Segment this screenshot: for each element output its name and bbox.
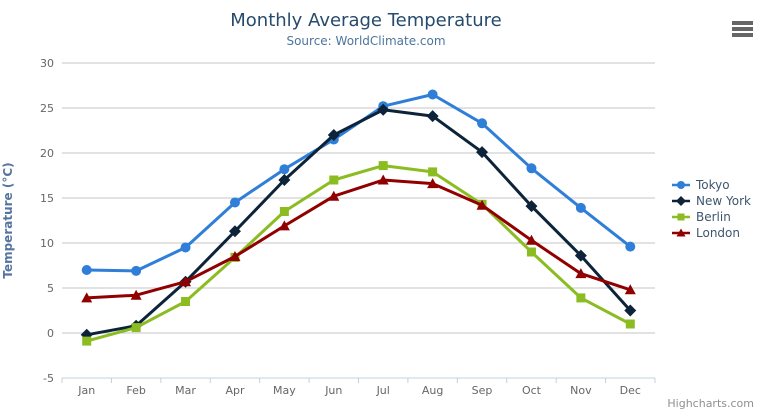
data-point-tokyo[interactable] [575,202,586,213]
data-point-berlin[interactable] [329,175,339,185]
x-axis-label: Dec [620,384,641,397]
data-point-tokyo[interactable] [477,118,488,129]
triangle-marker-icon [672,228,690,237]
data-point-tokyo[interactable] [81,265,92,275]
data-point-london[interactable] [525,234,537,245]
data-point-london[interactable] [427,178,439,189]
legend-label: London [696,226,740,240]
data-point-berlin[interactable] [576,293,586,303]
hamburger-icon [732,33,753,37]
export-menu-button[interactable] [732,21,753,37]
legend-label: Berlin [696,210,731,224]
legend-symbol-marker [676,196,686,206]
x-axis-label: Oct [522,384,542,397]
data-point-berlin[interactable] [625,319,635,329]
x-axis-label: Feb [126,384,145,397]
data-point-tokyo[interactable] [279,164,290,175]
y-axis-label: 0 [47,327,54,340]
data-point-new-york[interactable] [476,146,489,159]
legend-symbol-marker [677,181,685,189]
legend-item-new-york[interactable]: New York [671,193,751,209]
data-point-berlin[interactable] [181,297,191,306]
hamburger-icon [732,21,753,25]
data-point-berlin[interactable] [82,336,92,346]
data-point-london[interactable] [575,268,587,279]
data-point-new-york[interactable] [327,129,340,141]
legend-item-berlin[interactable]: Berlin [671,209,751,225]
y-axis-title: Temperature (°C) [1,162,15,278]
legend-item-london[interactable]: London [671,225,751,241]
y-axis-label: 25 [40,102,54,115]
data-point-berlin[interactable] [526,247,536,257]
data-point-london[interactable] [377,174,389,185]
data-point-new-york[interactable] [377,103,390,116]
legend-label: Tokyo [696,178,730,192]
data-point-tokyo[interactable] [625,241,636,252]
legend-symbol-marker [677,213,685,221]
legend-symbol-marker [676,228,686,237]
data-point-london[interactable] [624,284,636,295]
x-axis-label: Jan [77,384,95,397]
data-point-tokyo[interactable] [526,163,537,174]
x-axis-label: Aug [422,384,443,397]
chart-subtitle: Source: WorldClimate.com [286,34,446,48]
data-point-berlin[interactable] [131,323,141,333]
data-point-london[interactable] [229,251,241,261]
circle-marker-icon [672,181,690,189]
highcharts-credit-link[interactable]: Highcharts.com [667,397,754,410]
y-axis-label: 30 [40,57,54,70]
x-axis-label: Mar [175,384,196,397]
data-point-london[interactable] [328,190,340,201]
data-point-london[interactable] [81,292,93,303]
chart-title: Monthly Average Temperature [230,10,502,31]
x-axis-label: Sep [472,384,493,397]
legend-item-tokyo[interactable]: Tokyo [671,177,751,193]
x-axis-label: Jul [376,384,390,397]
data-point-new-york[interactable] [624,304,637,317]
data-point-berlin[interactable] [279,207,289,216]
x-axis-label: Apr [225,384,245,397]
x-axis-label: May [273,384,296,397]
data-point-london[interactable] [180,276,192,287]
data-point-new-york[interactable] [228,225,241,238]
data-point-tokyo[interactable] [229,197,240,208]
y-axis-label: 5 [47,282,54,295]
y-axis-label: 15 [40,192,54,205]
x-axis-label: Jun [324,384,342,397]
data-point-berlin[interactable] [428,167,438,177]
data-point-new-york[interactable] [426,110,439,123]
y-axis-label: 20 [40,147,54,160]
data-point-tokyo[interactable] [131,265,142,276]
data-point-new-york[interactable] [278,174,291,186]
data-point-london[interactable] [278,220,290,231]
data-point-london[interactable] [130,289,142,300]
x-axis-label: Nov [570,384,592,397]
data-point-new-york[interactable] [525,200,538,213]
series-line-london[interactable] [85,178,632,300]
y-axis-label: 10 [40,237,54,250]
series-line-berlin[interactable] [85,164,632,343]
legend: Tokyo New York Berlin London [671,177,751,241]
diamond-marker-icon [672,196,690,206]
data-point-london[interactable] [476,199,488,210]
series-line-new-york[interactable] [85,108,632,337]
y-axis-label: -5 [43,372,54,385]
data-point-tokyo[interactable] [180,242,191,253]
hamburger-icon [732,27,753,31]
data-point-new-york[interactable] [574,249,587,262]
data-point-tokyo[interactable] [427,89,438,100]
data-point-berlin[interactable] [378,161,388,171]
square-marker-icon [672,213,690,221]
legend-label: New York [696,194,751,208]
